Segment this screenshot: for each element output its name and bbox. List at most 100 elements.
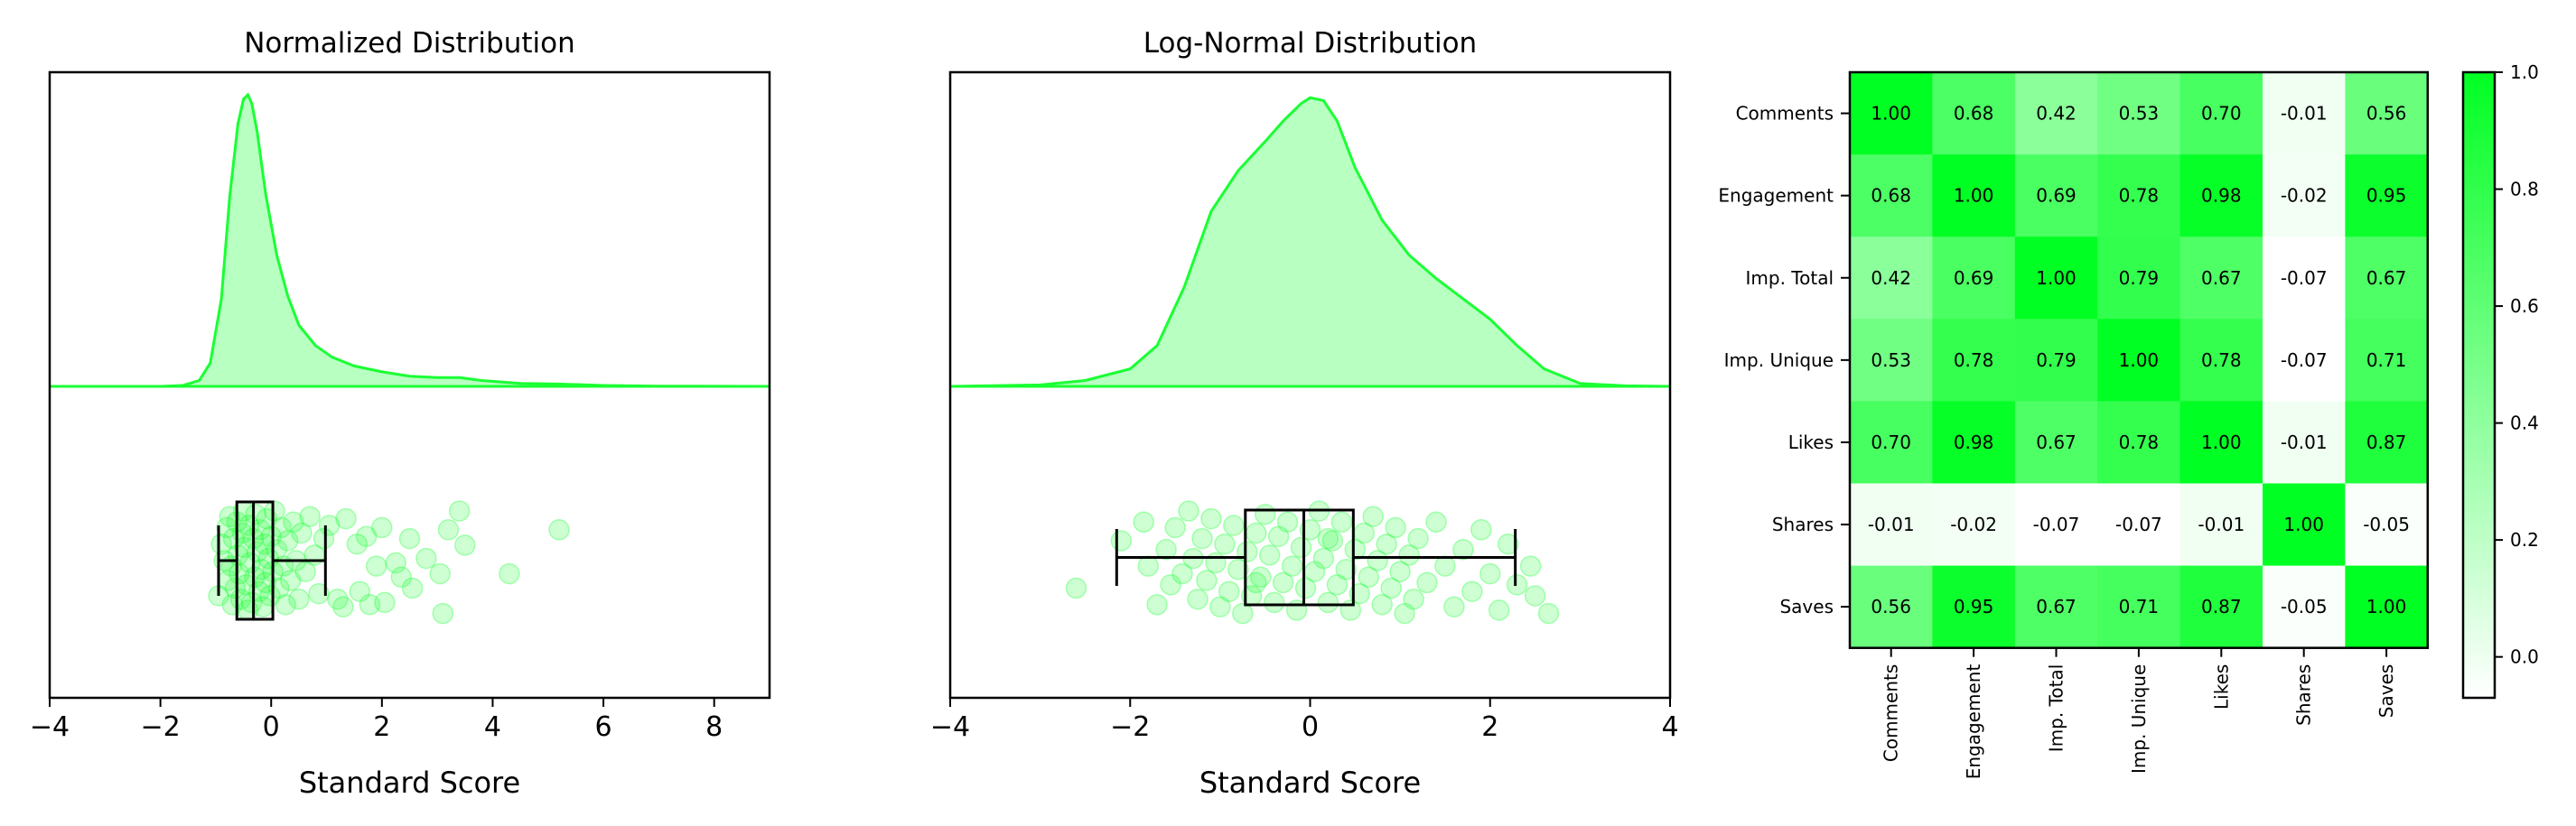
heatmap-cell-label: -0.01 (1868, 514, 1915, 535)
x-axis-label: Standard Score (1199, 766, 1421, 800)
x-tick-label: −4 (930, 711, 970, 743)
heatmap-cell (2179, 154, 2263, 237)
heatmap-cell-label: -0.07 (2281, 349, 2328, 371)
data-point (1294, 577, 1317, 599)
data-point (1065, 577, 1087, 599)
data-point (1223, 515, 1245, 536)
data-point (1398, 544, 1420, 566)
heatmap-cell (1932, 154, 2016, 237)
heatmap-cell-label: 0.56 (2366, 103, 2407, 125)
data-point (241, 591, 263, 614)
heatmap-cell (2179, 319, 2263, 402)
data-point (308, 582, 330, 605)
heatmap-cell (2179, 237, 2263, 320)
heatmap-cell-label: 0.53 (2119, 103, 2160, 125)
data-point (1209, 596, 1231, 617)
data-point (1330, 511, 1353, 534)
data-point (1205, 552, 1227, 574)
data-point (276, 530, 299, 552)
data-point (359, 594, 381, 616)
data-point (1171, 562, 1193, 585)
density-fill (950, 97, 1670, 386)
data-point (1367, 550, 1388, 571)
heatmap-cell (1932, 565, 2016, 649)
density-line (50, 92, 770, 388)
heatmap-cell (2179, 72, 2263, 155)
heatmap-cell (1932, 237, 2016, 320)
data-point (1155, 539, 1177, 561)
data-point (1470, 519, 1492, 541)
heatmap-cell (2097, 72, 2181, 155)
heatmap-row-label: Engagement (1718, 185, 1834, 207)
heatmap-cell (2179, 483, 2263, 567)
heatmap (1841, 70, 2430, 657)
data-point (1524, 585, 1546, 607)
heatmap-cell-label: 1.00 (2119, 349, 2160, 371)
colorbar-tick-label: 0.0 (2510, 646, 2539, 668)
data-point (1479, 562, 1501, 585)
heatmap-cell-label: 0.68 (1871, 185, 1911, 207)
heatmap-cell (2014, 483, 2098, 567)
data-point (1335, 559, 1358, 580)
data-point (288, 588, 310, 610)
heatmap-cell-label: 1.00 (1871, 103, 1911, 125)
colorbar-tick-label: 0.4 (2510, 413, 2539, 434)
data-point (385, 552, 406, 574)
heatmap-row-label: Imp. Total (1746, 267, 1834, 289)
data-point (365, 555, 387, 577)
data-point (327, 588, 349, 610)
heatmap-cell-label: 0.67 (2201, 267, 2242, 289)
heatmap-cell-label: -0.07 (2033, 514, 2080, 535)
heatmap-cell-label: -0.05 (2281, 596, 2328, 617)
x-tick-label: −2 (1110, 711, 1150, 743)
data-point (1258, 544, 1281, 566)
data-point (264, 500, 285, 522)
data-point (548, 519, 570, 541)
x-tick-label: 4 (484, 711, 501, 743)
heatmap-cell (1932, 319, 2016, 402)
data-point (1110, 530, 1133, 552)
data-point (1245, 522, 1267, 544)
heatmap-row-label: Comments (1736, 103, 1834, 125)
heatmap-cell-label: 1.00 (2283, 514, 2324, 535)
data-point (335, 507, 357, 530)
data-point (1376, 533, 1397, 555)
data-point (1200, 507, 1222, 530)
heatmap-cell (2345, 237, 2429, 320)
data-point (1214, 533, 1236, 555)
chart-title: Log-Normal Distribution (1143, 27, 1477, 60)
x-tick-label: 0 (1302, 711, 1319, 743)
data-point (222, 527, 245, 550)
heatmap-cell (2014, 72, 2098, 155)
heatmap-cell (1850, 401, 1933, 484)
heatmap-cell-label: 1.00 (2366, 596, 2407, 617)
heatmap-cell-label: -0.07 (2115, 514, 2162, 535)
data-point (283, 511, 304, 534)
data-point (224, 577, 247, 599)
data-point (291, 522, 313, 544)
data-point (1133, 511, 1154, 534)
x-tick-label: 6 (595, 711, 612, 743)
data-point (346, 533, 369, 555)
heatmap-cell (1932, 483, 2016, 567)
data-point (1281, 555, 1303, 577)
heatmap-cell (2345, 401, 2429, 484)
heatmap-cell-label: 0.71 (2119, 596, 2160, 617)
data-point (1519, 555, 1542, 577)
data-point (1290, 536, 1312, 559)
heatmap-cell (2097, 401, 2181, 484)
heatmap-cell-label: 0.67 (2366, 267, 2407, 289)
data-point (429, 562, 451, 585)
density-line (949, 96, 1671, 388)
data-point (1416, 571, 1438, 594)
heatmap-cell-label: 1.00 (2201, 432, 2242, 453)
colorbar (2461, 70, 2497, 700)
data-point (239, 552, 261, 574)
data-point (1358, 566, 1380, 589)
heatmap-cell-label: -0.01 (2281, 432, 2328, 453)
data-point (299, 506, 321, 527)
heatmap-col-label: Imp. Unique (2128, 664, 2150, 774)
colorbar-tick-label: 0.6 (2510, 295, 2539, 317)
x-tick-label: 4 (1661, 711, 1678, 743)
